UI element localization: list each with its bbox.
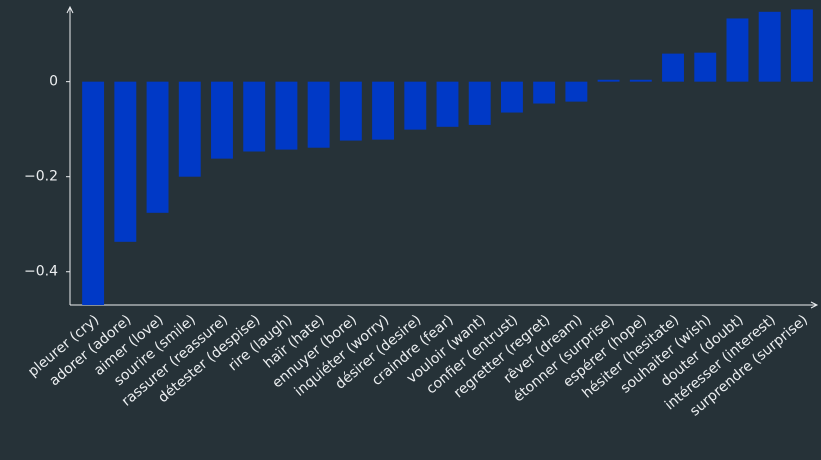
bar	[662, 53, 684, 82]
bar	[597, 79, 620, 82]
y-axis-arrow	[66, 5, 74, 14]
y-tick-label: −0.2	[24, 169, 58, 185]
bar	[114, 81, 137, 242]
y-tick-label: −0.4	[24, 264, 58, 280]
bar	[307, 81, 330, 148]
bar	[468, 81, 491, 125]
bar	[758, 11, 781, 82]
bar	[629, 79, 652, 82]
bar	[726, 18, 749, 82]
bar	[243, 81, 266, 152]
bar	[275, 81, 298, 150]
bar	[404, 81, 427, 130]
bar	[178, 81, 201, 177]
bar	[339, 81, 362, 141]
bar	[533, 81, 556, 104]
bar	[500, 81, 523, 113]
bar	[82, 81, 105, 305]
bar	[211, 81, 233, 159]
bar	[565, 81, 588, 102]
y-tick-label: 0	[49, 74, 58, 90]
bar	[436, 81, 459, 127]
bar	[146, 81, 169, 213]
x-axis-arrow	[810, 301, 819, 309]
bar	[790, 9, 813, 82]
bar	[372, 81, 395, 140]
bar	[694, 52, 717, 82]
